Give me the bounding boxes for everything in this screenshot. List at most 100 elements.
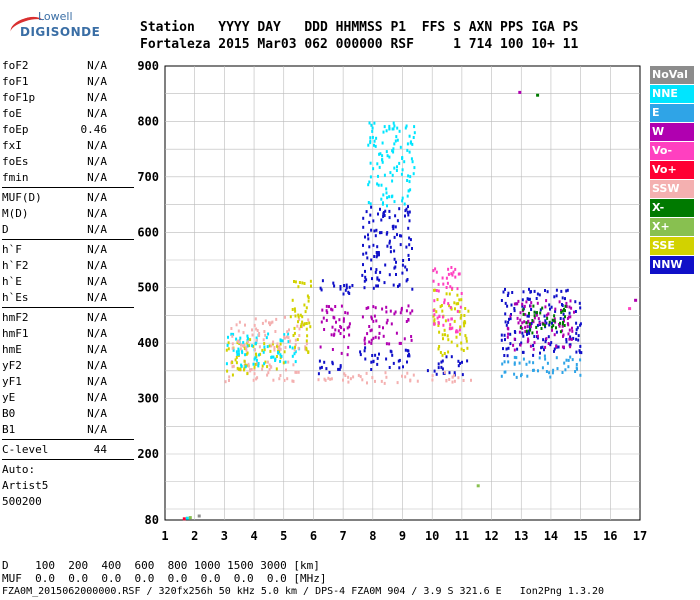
echo-point	[528, 297, 531, 301]
echo-point	[408, 243, 411, 247]
param-label: foE	[2, 107, 22, 120]
x-tick-label: 12	[484, 529, 498, 543]
echo-point	[363, 349, 366, 353]
echo-point	[378, 278, 381, 282]
echo-point	[268, 363, 271, 367]
echo-point	[445, 292, 448, 296]
echo-point	[371, 129, 374, 133]
echo-point	[386, 204, 388, 208]
echo-point	[307, 296, 310, 300]
echo-point	[433, 322, 436, 326]
echo-point	[298, 327, 301, 331]
echo-point	[555, 356, 558, 360]
echo-point	[381, 158, 383, 162]
echo-point	[454, 267, 457, 271]
echo-point	[561, 309, 564, 313]
param-label: foF1	[2, 75, 29, 88]
echo-point	[451, 273, 454, 277]
echo-point	[533, 335, 536, 338]
echo-point	[518, 90, 522, 94]
echo-point	[256, 329, 259, 332]
legend-item-noval: NoVal	[650, 66, 694, 84]
echo-point	[536, 323, 539, 327]
echo-point	[388, 124, 391, 128]
echo-point	[299, 313, 302, 317]
param-label: foEs	[2, 155, 29, 168]
echo-point	[543, 354, 546, 358]
echo-point	[235, 356, 238, 359]
echo-point	[564, 315, 566, 319]
echo-point	[351, 284, 354, 287]
echo-point	[451, 286, 454, 290]
echo-point	[283, 333, 286, 337]
echo-point	[301, 281, 304, 285]
echo-point	[524, 313, 527, 317]
echo-point	[305, 327, 308, 331]
echo-point	[456, 293, 459, 297]
echo-point	[563, 324, 566, 327]
echo-point	[294, 280, 297, 284]
echo-point	[432, 279, 435, 283]
y-tick-label: 600	[137, 225, 159, 239]
echo-point	[451, 380, 454, 384]
echo-point	[561, 371, 564, 374]
param-row: B0 N/A	[2, 406, 134, 422]
echo-point	[406, 278, 409, 281]
echo-point	[361, 315, 364, 319]
param-label: foEp	[2, 123, 29, 136]
echo-point	[328, 370, 331, 374]
echo-point	[528, 322, 531, 326]
echo-point	[255, 327, 258, 331]
echo-point	[568, 305, 571, 309]
echo-point	[532, 320, 535, 324]
echo-point	[466, 359, 469, 363]
echo-point	[409, 379, 412, 383]
echo-point	[298, 318, 301, 322]
echo-point	[450, 355, 453, 359]
echo-point	[371, 277, 373, 281]
echo-point	[253, 323, 256, 327]
echo-point	[513, 302, 516, 306]
echo-point	[555, 288, 558, 292]
echo-point	[436, 298, 439, 302]
echo-point	[543, 322, 546, 326]
echo-point	[329, 377, 332, 381]
echo-point	[570, 306, 573, 310]
echo-point	[510, 313, 512, 316]
param-row: foF2 N/A	[2, 58, 134, 74]
panel-note: Auto:	[2, 463, 36, 476]
echo-point	[435, 310, 438, 314]
echo-point	[339, 285, 342, 288]
echo-point	[408, 210, 411, 214]
echo-point	[569, 345, 572, 349]
echo-point	[527, 314, 530, 318]
echo-point	[370, 360, 373, 364]
echo-point	[377, 183, 380, 187]
echo-point	[564, 309, 566, 313]
echo-point	[407, 253, 410, 257]
echo-point	[332, 281, 335, 285]
echo-point	[505, 323, 508, 327]
echo-point	[388, 195, 391, 199]
echo-point	[345, 283, 348, 287]
echo-point	[371, 135, 374, 139]
param-value: N/A	[87, 291, 107, 304]
echo-point	[296, 338, 299, 342]
echo-point	[571, 326, 573, 330]
echo-point	[530, 301, 533, 305]
echo-point	[569, 315, 572, 319]
param-label: C-level	[2, 443, 49, 456]
param-value: N/A	[87, 207, 107, 220]
echo-point	[251, 333, 254, 337]
param-label: foF1p	[2, 91, 36, 104]
echo-point	[550, 341, 553, 345]
echo-point	[406, 148, 409, 152]
echo-point	[305, 322, 308, 325]
echo-point	[246, 336, 249, 340]
echo-point	[302, 323, 305, 327]
echo-point	[532, 344, 535, 347]
echo-point	[182, 517, 186, 521]
legend-item-sse: SSE	[650, 237, 694, 255]
echo-point	[304, 310, 307, 314]
echo-point	[330, 377, 333, 381]
